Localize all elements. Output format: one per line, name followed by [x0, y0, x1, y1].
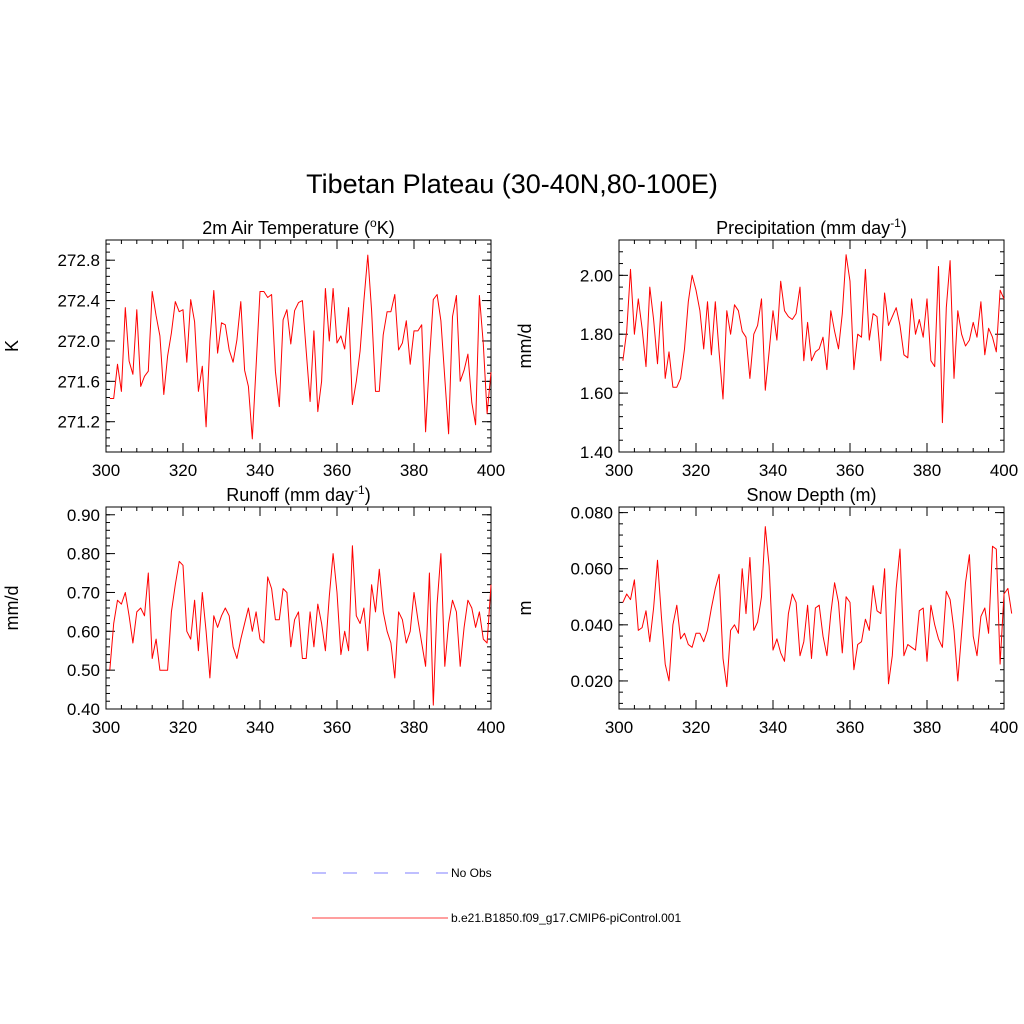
panel-title: Snow Depth (m): [746, 485, 876, 505]
x-tick-label: 380: [400, 718, 428, 737]
figure-title: Tibetan Plateau (30-40N,80-100E): [306, 169, 718, 199]
plot-frame-snow-depth: [618, 506, 1005, 710]
panel-temperature: 300 320 340 360 380 400 271.2 271.6 272.0 272.4 27…: [2, 216, 505, 480]
y-axis-label: mm/d: [515, 324, 535, 369]
y-tick-label: 0.80: [67, 545, 100, 564]
y-tick-label: 0.70: [67, 583, 100, 602]
y-tick-label: 0.90: [67, 506, 100, 525]
y-tick-label: 0.080: [570, 504, 613, 523]
x-tick-label: 300: [92, 461, 120, 480]
plot-frame-runoff: [105, 506, 492, 710]
x-tick-label: 320: [169, 718, 197, 737]
y-tick-label: 272.8: [57, 251, 100, 270]
y-tick-label: 272.4: [57, 292, 100, 311]
y-tick-label: 1.80: [580, 325, 613, 344]
panel-snow-depth: 300 320 340 360 380 400 0.020 0.040 0.060 0.080 m S…: [515, 485, 1018, 737]
plot-frame-precipitation: [618, 239, 1005, 453]
panels-group: 300 320 340 360 380 400 271.2 271.6 272.0 272.4 27…: [2, 216, 1018, 737]
x-tick-label: 360: [836, 718, 864, 737]
legend: No Obs b.e21.B1850.f09_g17.CMIP6-piContr…: [312, 866, 681, 925]
y-tick-label: 2.00: [580, 266, 613, 285]
y-tick-label: 271.6: [57, 372, 100, 391]
y-tick-label: 272.0: [57, 332, 100, 351]
x-tick-label: 360: [836, 461, 864, 480]
panel-runoff: 300 320 340 360 380 400 0.40 0.50 0.60 0.70 0.80 0.…: [2, 483, 505, 737]
panel-title: 2m Air Temperature (oK): [202, 216, 394, 238]
y-tick-label: 1.40: [580, 443, 613, 462]
y-axis-label: K: [2, 340, 22, 352]
x-tick-label: 360: [323, 461, 351, 480]
x-tick-label: 380: [913, 718, 941, 737]
y-tick-label: 0.040: [570, 616, 613, 635]
x-tick-label: 380: [400, 461, 428, 480]
x-tick-label: 380: [913, 461, 941, 480]
x-tick-label: 320: [169, 461, 197, 480]
y-tick-label: 0.060: [570, 560, 613, 579]
x-tick-label: 300: [605, 718, 633, 737]
plot-frame-temperature: [105, 239, 492, 453]
y-tick-label: 0.020: [570, 672, 613, 691]
x-tick-label: 360: [323, 718, 351, 737]
legend-label-model: b.e21.B1850.f09_g17.CMIP6-piControl.001: [451, 911, 681, 925]
y-tick-label: 0.50: [67, 661, 100, 680]
x-tick-label: 400: [990, 718, 1018, 737]
y-tick-label: 0.40: [67, 700, 100, 719]
panel-title: Precipitation (mm day-1): [716, 216, 907, 238]
y-tick-label: 271.2: [57, 413, 100, 432]
y-tick-label: 0.60: [67, 622, 100, 641]
panel-precipitation: 300 320 340 360 380 400 1.40 1.60 1.80 2.00 mm/d Pr…: [515, 216, 1018, 480]
x-tick-label: 300: [92, 718, 120, 737]
series-line-precipitation: [622, 254, 1005, 424]
x-tick-label: 300: [605, 461, 633, 480]
y-axis-label: m: [515, 601, 535, 616]
x-tick-label: 400: [990, 461, 1018, 480]
x-tick-label: 340: [759, 718, 787, 737]
panel-title: Runoff (mm day-1): [226, 483, 370, 505]
x-tick-label: 340: [246, 718, 274, 737]
x-tick-label: 400: [477, 718, 505, 737]
x-tick-label: 340: [246, 461, 274, 480]
x-tick-label: 340: [759, 461, 787, 480]
x-tick-label: 320: [682, 718, 710, 737]
series-line-temperature: [109, 254, 492, 440]
y-tick-label: 1.60: [580, 384, 613, 403]
series-line-snow-depth: [622, 526, 1013, 688]
x-tick-label: 400: [477, 461, 505, 480]
legend-label-no-obs: No Obs: [451, 866, 492, 880]
series-line-runoff: [109, 545, 492, 706]
x-tick-label: 320: [682, 461, 710, 480]
y-axis-label: mm/d: [2, 586, 22, 631]
